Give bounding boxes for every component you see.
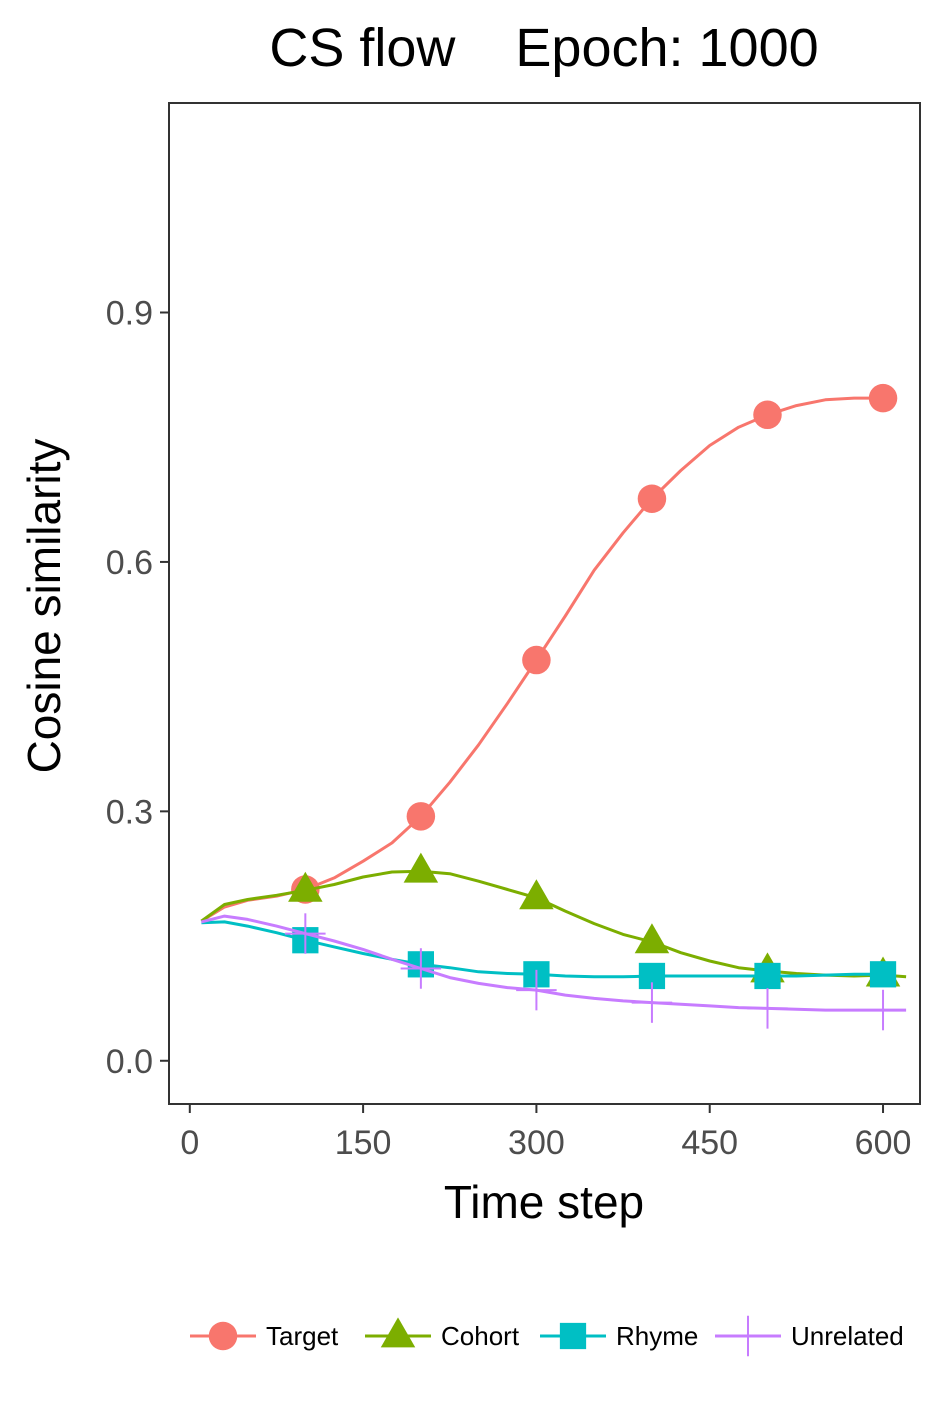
point-target <box>868 383 898 413</box>
point-unrelated <box>400 948 442 989</box>
legend-key-marker <box>727 1315 769 1357</box>
y-axis: 0.0 0.3 0.6 0.9 <box>106 295 169 1081</box>
point-target <box>637 484 667 513</box>
point-rhyme <box>869 961 897 988</box>
series-unrelated <box>201 913 907 1031</box>
point-target <box>406 802 436 831</box>
series-layer <box>200 383 907 1031</box>
x-axis: 0 150 300 450 600 <box>180 1104 911 1162</box>
legend-label: Rhyme <box>616 1321 698 1351</box>
legend-label: Target <box>266 1321 339 1351</box>
point-target <box>753 400 782 430</box>
point-unrelated <box>516 969 557 1011</box>
point-rhyme <box>754 962 781 990</box>
y-tick-label: 0.9 <box>106 295 153 333</box>
x-tick-label: 300 <box>508 1124 565 1162</box>
series-line-unrelated <box>201 914 907 1012</box>
y-tick-label: 0.0 <box>106 1043 153 1081</box>
point-unrelated <box>631 982 673 1023</box>
legend-key-marker <box>380 1317 416 1348</box>
point-cohort <box>288 871 323 902</box>
y-axis-title: Cosine similarity <box>18 439 70 774</box>
legend-key-marker <box>559 1322 587 1350</box>
legend-item-target: Target <box>190 1321 339 1351</box>
x-tick-label: 150 <box>335 1124 392 1162</box>
x-axis-title: Time step <box>444 1176 644 1228</box>
legend-label: Cohort <box>441 1321 520 1351</box>
plot-panel <box>168 102 921 1105</box>
legend-key-marker <box>208 1321 238 1351</box>
x-tick-label: 0 <box>180 1124 199 1162</box>
legend: Target Cohort Rhyme Unrelated <box>190 1315 904 1357</box>
y-tick-label: 0.3 <box>106 793 153 831</box>
x-tick-label: 600 <box>855 1124 912 1162</box>
x-tick-label: 450 <box>681 1124 738 1162</box>
legend-label: Unrelated <box>791 1321 904 1351</box>
legend-item-unrelated: Unrelated <box>715 1315 904 1357</box>
point-cohort <box>634 923 670 954</box>
chart-title: CS flow Epoch: 1000 <box>269 18 818 78</box>
point-unrelated <box>285 913 326 954</box>
point-cohort <box>519 879 554 910</box>
point-unrelated <box>862 989 904 1031</box>
legend-item-cohort: Cohort <box>365 1317 520 1351</box>
point-cohort <box>403 852 439 883</box>
legend-item-rhyme: Rhyme <box>540 1321 698 1351</box>
point-unrelated <box>747 988 788 1029</box>
point-target <box>522 645 551 675</box>
y-tick-label: 0.6 <box>106 544 153 582</box>
